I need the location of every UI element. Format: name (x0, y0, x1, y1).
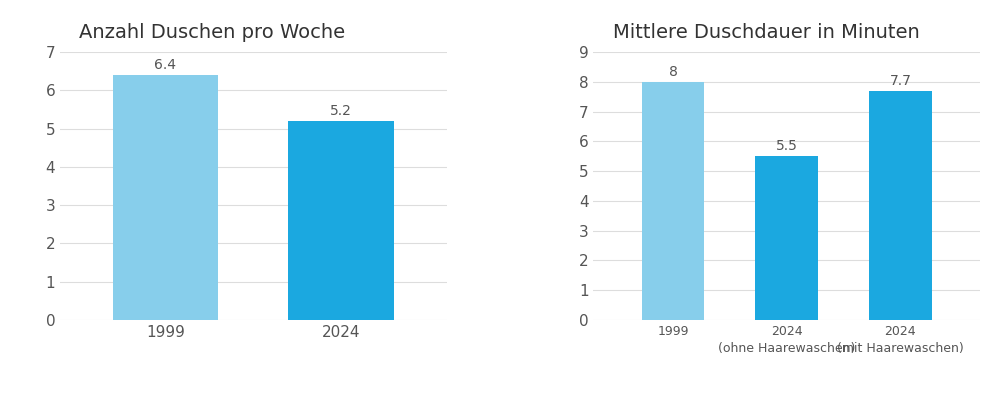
Text: 5.2: 5.2 (330, 104, 352, 118)
Text: Mittlere Duschdauer in Minuten: Mittlere Duschdauer in Minuten (613, 23, 920, 42)
Bar (642, 82, 704, 320)
Bar (113, 75, 218, 320)
Bar (755, 156, 818, 320)
Bar (288, 121, 394, 320)
Text: 7.7: 7.7 (889, 74, 911, 88)
Text: 5.5: 5.5 (776, 139, 798, 153)
Text: Anzahl Duschen pro Woche: Anzahl Duschen pro Woche (79, 23, 345, 42)
Bar (869, 91, 932, 320)
Text: 8: 8 (669, 65, 677, 79)
Text: 6.4: 6.4 (154, 58, 176, 72)
